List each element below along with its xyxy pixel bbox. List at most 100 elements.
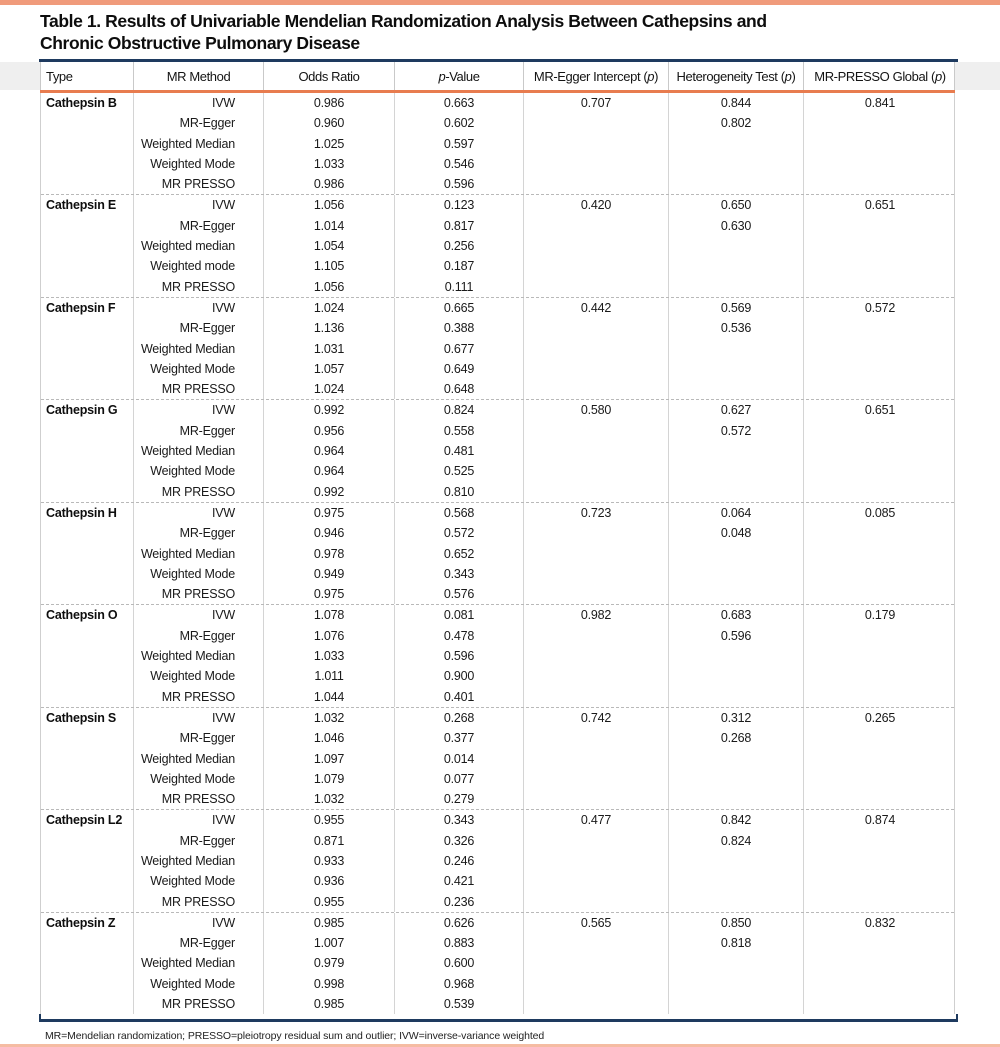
cell-odds-ratio: 0.986 [263,93,394,114]
cell-p-value: 0.343 [394,563,523,585]
cell-p-value: 0.810 [394,481,523,502]
cell-presso-global: 0.651 [803,400,956,421]
cell-p-value: 0.256 [394,236,523,257]
table-row: MR PRESSO 1.044 0.401 [41,686,954,707]
table-row: MR-Egger 1.076 0.478 0.596 [41,625,954,647]
cell-egger-intercept: 0.982 [523,605,668,626]
cell-type: Cathepsin B [46,96,117,110]
cell-method: MR-Egger [133,933,263,954]
cell-presso-global [803,953,956,974]
cell-odds-ratio: 1.056 [263,195,394,216]
cell-presso-global [803,256,956,277]
cell-odds-ratio: 0.964 [263,461,394,482]
cell-method: MR PRESSO [133,481,263,502]
cell-presso-global: 0.841 [803,93,956,114]
cell-method: Weighted Mode [133,153,263,175]
cell-presso-global: 0.572 [803,297,956,319]
cell-p-value: 0.572 [394,523,523,544]
cell-presso-global [803,728,956,749]
cell-presso-global [803,523,956,544]
cell-egger-intercept: 0.420 [523,195,668,216]
cell-presso-global [803,933,956,954]
cell-heterogeneity [668,563,803,585]
table-row: Weighted Median 0.933 0.246 [41,850,954,872]
cell-egger-intercept [523,789,668,810]
cell-heterogeneity [668,953,803,974]
cell-type [41,564,133,584]
table-row: Cathepsin E IVW 1.056 0.123 0.420 0.650 0.651 [41,195,954,216]
cell-method: IVW [133,810,263,831]
cell-egger-intercept [523,215,668,237]
cell-presso-global [803,338,956,359]
cell-heterogeneity [668,543,803,564]
cell-presso-global [803,748,956,769]
cell-odds-ratio: 0.986 [263,174,394,195]
table-row: Weighted Median 1.031 0.677 [41,338,956,359]
cell-type: Cathepsin H [46,505,117,520]
cell-odds-ratio: 0.955 [263,891,394,912]
cell-presso-global [803,358,956,380]
cell-p-value: 0.883 [394,933,523,954]
cell-presso-global [803,789,956,810]
cell-odds-ratio: 0.960 [263,113,394,134]
cell-egger-intercept: 0.707 [523,93,668,114]
cell-egger-intercept [523,891,668,912]
cell-egger-intercept [523,953,668,974]
cell-heterogeneity [668,768,803,790]
table-row: Weighted Median 1.033 0.596 [41,646,954,667]
cell-heterogeneity: 0.627 [668,400,803,421]
cell-odds-ratio: 0.979 [263,953,394,974]
cell-heterogeneity: 0.824 [668,830,803,851]
cell-heterogeneity [668,379,803,400]
table-row: Weighted Mode 1.079 0.077 [41,768,954,790]
cell-type: Cathepsin E [46,198,117,213]
cell-type [41,174,133,194]
table-row: Weighted Median 0.979 0.600 [41,953,956,974]
cell-egger-intercept [523,133,668,154]
cell-heterogeneity [668,338,803,359]
cell-p-value: 0.652 [394,543,523,564]
cell-presso-global [803,666,956,687]
cell-heterogeneity: 0.048 [668,523,803,544]
cell-type [41,236,133,256]
cell-odds-ratio: 1.032 [263,789,394,810]
cell-egger-intercept [523,994,668,1015]
table-row: Cathepsin O IVW 1.078 0.081 0.982 0.683 0.179 [41,605,954,626]
cell-odds-ratio: 1.024 [263,379,394,400]
cell-egger-intercept [523,174,668,195]
cell-method: Weighted Median [133,748,263,769]
cell-p-value: 0.648 [394,379,523,400]
cell-heterogeneity: 0.536 [668,318,803,339]
table-row: Weighted Mode 0.949 0.343 [41,563,954,585]
table-row: Cathepsin G IVW 0.992 0.824 0.580 0.627 0.651 [41,400,956,421]
cell-heterogeneity [668,133,803,154]
cell-type [41,113,133,133]
cell-heterogeneity [668,748,803,769]
table-header: Type MR Method Odds Ratio p -Value MR-Egger I… [40,62,955,90]
cell-heterogeneity: 0.844 [668,93,803,114]
cell-presso-global: 0.874 [803,810,956,831]
cell-odds-ratio: 1.105 [263,256,394,277]
cell-presso-global [803,379,956,400]
cell-egger-intercept [523,481,668,502]
cell-egger-intercept [523,871,668,892]
cell-p-value: 0.377 [394,728,523,749]
cell-type [41,256,133,276]
cathepsin-group-cathepsin-h: Cathepsin H IVW 0.975 0.568 0.723 0.064 0.085 M… [41,501,956,605]
cell-p-value: 0.014 [394,748,523,769]
cell-odds-ratio: 0.975 [263,584,394,605]
cell-type [41,974,133,994]
cell-method: IVW [133,502,263,524]
cell-egger-intercept [523,646,668,667]
cell-egger-intercept [523,666,668,687]
cell-presso-global [803,153,956,175]
cell-method: MR PRESSO [133,789,263,810]
cell-p-value: 0.111 [394,276,523,297]
cell-p-value: 0.649 [394,358,523,380]
cathepsin-group-cathepsin-e: Cathepsin E IVW 1.056 0.123 0.420 0.650 0.651 M… [41,194,956,297]
cell-egger-intercept [523,625,668,647]
cell-egger-intercept [523,933,668,954]
cell-heterogeneity: 0.650 [668,195,803,216]
cell-presso-global [803,318,956,339]
